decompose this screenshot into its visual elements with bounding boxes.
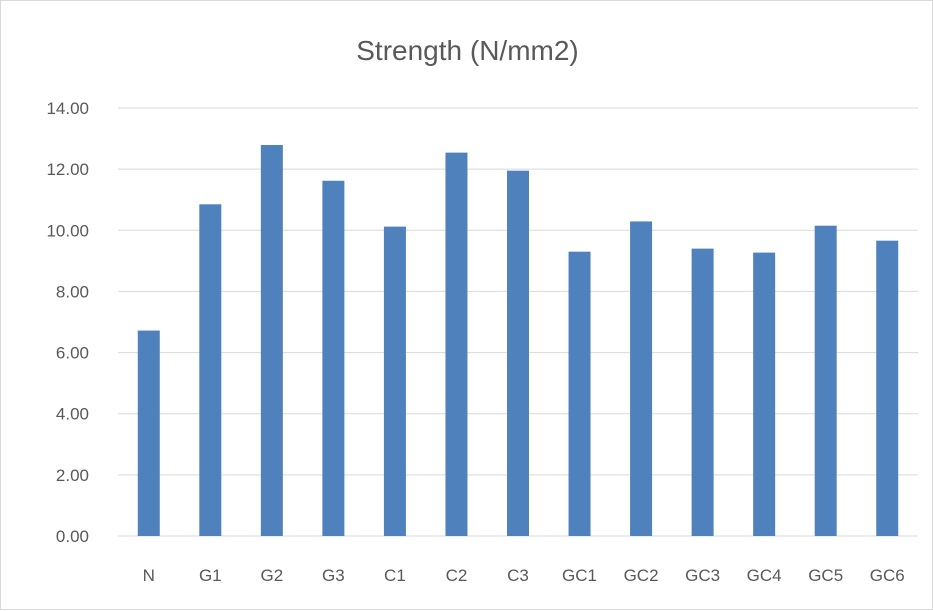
x-tick-label: C3: [507, 566, 529, 585]
y-tick-label: 6.00: [56, 344, 89, 363]
x-tick-label: GC5: [808, 566, 843, 585]
y-tick-label: 0.00: [56, 527, 89, 546]
y-tick-label: 12.00: [46, 160, 89, 179]
x-tick-label: GC1: [562, 566, 597, 585]
chart-title: Strength (N/mm2): [356, 35, 579, 66]
bar-gc3: [691, 248, 714, 536]
bar-g2: [260, 144, 283, 536]
bar-gc1: [568, 251, 591, 536]
x-tick-label: C2: [446, 566, 468, 585]
bar-c3: [507, 170, 529, 536]
bar-gc4: [753, 252, 776, 537]
bar-gc6: [876, 240, 899, 536]
y-tick-label: 14.00: [46, 99, 89, 118]
x-tick-label: G1: [199, 566, 222, 585]
x-tick-label: C1: [384, 566, 406, 585]
x-tick-label: G3: [322, 566, 345, 585]
x-tick-label: GC3: [685, 566, 720, 585]
bar-g3: [322, 180, 345, 536]
bar-n: [137, 330, 160, 536]
bar-gc5: [814, 225, 837, 536]
y-tick-label: 8.00: [56, 282, 89, 301]
x-tick-label: GC2: [624, 566, 659, 585]
bar-c2: [445, 152, 468, 537]
bar-g1: [199, 204, 222, 537]
bar-c1: [383, 226, 406, 537]
x-tick-label: GC6: [870, 566, 905, 585]
y-tick-label: 4.00: [56, 405, 89, 424]
y-tick-label: 10.00: [46, 221, 89, 240]
x-tick-label: GC4: [747, 566, 782, 585]
x-tick-label: G2: [261, 566, 284, 585]
x-tick-label: N: [143, 566, 155, 585]
y-tick-label: 2.00: [56, 466, 89, 485]
bar-gc2: [630, 221, 653, 537]
